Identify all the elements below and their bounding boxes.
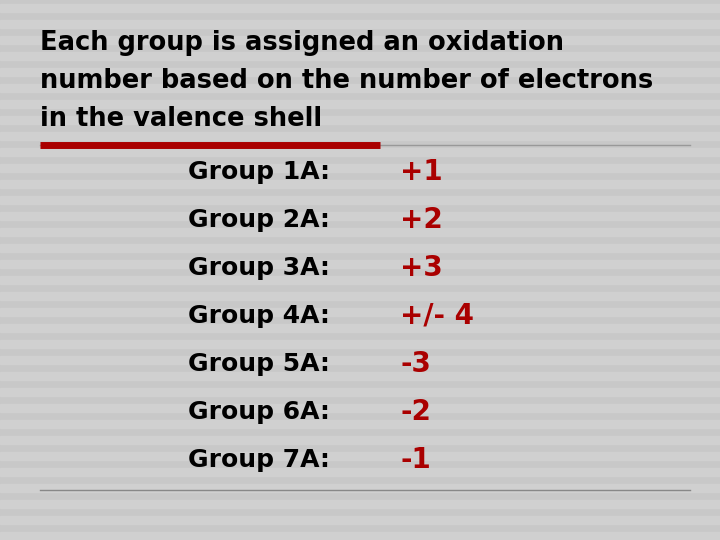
Bar [0,324,720,332]
Bar [0,452,720,460]
Bar [0,532,720,540]
Bar [0,68,720,76]
Bar [0,84,720,92]
Text: +3: +3 [400,254,443,282]
Bar [0,516,720,524]
Bar [0,20,720,28]
Bar [0,388,720,396]
Bar [0,276,720,284]
Bar [0,100,720,108]
Bar [0,196,720,204]
Bar [0,404,720,412]
Text: -1: -1 [400,446,431,474]
Text: Group 1A:: Group 1A: [188,160,330,184]
Text: Group 2A:: Group 2A: [188,208,330,232]
Text: Group 6A:: Group 6A: [188,400,330,424]
Text: Group 5A:: Group 5A: [188,352,330,376]
Bar [0,308,720,316]
Text: Group 7A:: Group 7A: [188,448,330,472]
Text: Each group is assigned an oxidation: Each group is assigned an oxidation [40,30,564,56]
Bar [0,356,720,364]
Bar [0,132,720,140]
Text: +/- 4: +/- 4 [400,302,474,330]
Bar [0,372,720,380]
Text: Group 3A:: Group 3A: [188,256,330,280]
Bar [0,36,720,44]
Text: Group 4A:: Group 4A: [188,304,330,328]
Bar [0,436,720,444]
Text: -3: -3 [400,350,431,378]
Text: number based on the number of electrons: number based on the number of electrons [40,68,653,94]
Text: +2: +2 [400,206,443,234]
Bar [0,484,720,492]
Text: -2: -2 [400,398,431,426]
Text: in the valence shell: in the valence shell [40,106,322,132]
Bar [0,180,720,188]
Bar [0,148,720,156]
Bar [0,212,720,220]
Bar [0,500,720,508]
Bar [0,340,720,348]
Bar [0,292,720,300]
Bar [0,4,720,12]
Bar [0,244,720,252]
Bar [0,52,720,60]
Bar [0,260,720,268]
Bar [0,164,720,172]
Bar [0,228,720,236]
Bar [0,420,720,428]
Text: +1: +1 [400,158,443,186]
Bar [0,116,720,124]
Bar [0,468,720,476]
